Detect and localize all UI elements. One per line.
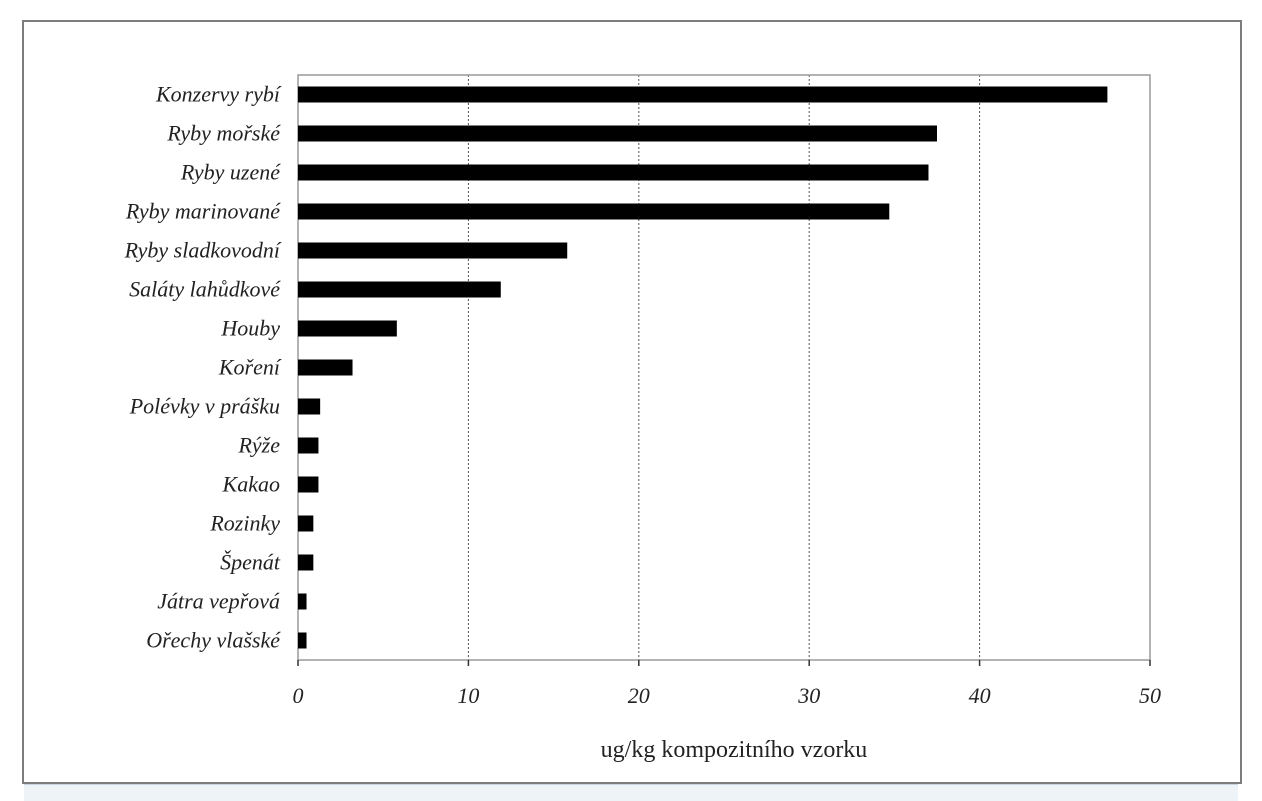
category-label-8: Polévky v prášku — [129, 394, 280, 419]
x-tick-label-10: 10 — [457, 683, 479, 708]
bar-4 — [298, 242, 568, 259]
category-label-1: Ryby mořské — [166, 121, 281, 146]
category-label-13: Játra vepřová — [157, 589, 280, 614]
chart-frame — [22, 20, 1242, 784]
bar-12 — [298, 554, 314, 571]
category-label-3: Ryby marinované — [125, 199, 281, 224]
plot-area — [297, 74, 1151, 661]
x-tick-label-50: 50 — [1139, 683, 1161, 708]
bar-8 — [298, 398, 321, 415]
category-label-5: Saláty lahůdkové — [129, 277, 281, 302]
category-label-0: Konzervy rybí — [155, 82, 282, 107]
category-label-11: Rozinky — [209, 511, 280, 536]
bar-13 — [298, 593, 307, 610]
bar-14 — [298, 632, 307, 649]
bar-11 — [298, 515, 314, 532]
bar-0 — [298, 86, 1108, 103]
bar-6 — [298, 320, 397, 337]
bottom-strip — [24, 784, 1238, 801]
x-tick-label-30: 30 — [797, 683, 820, 708]
x-axis-title: ug/kg kompozitního vzorku — [601, 737, 868, 763]
x-tick-label-20: 20 — [628, 683, 650, 708]
bar-2 — [298, 164, 929, 181]
bar-10 — [298, 476, 319, 493]
category-label-9: Rýže — [237, 433, 280, 458]
bar-3 — [298, 203, 890, 220]
bar-1 — [298, 125, 937, 142]
bars — [298, 86, 1108, 649]
category-labels: Konzervy rybí Ryby mořské Ryby uzené Ryby m… — [124, 82, 282, 653]
category-label-4: Ryby sladkovodní — [124, 238, 282, 263]
category-label-6: Houby — [220, 316, 280, 341]
category-label-2: Ryby uzené — [180, 160, 281, 185]
category-label-14: Ořechy vlašské — [146, 628, 281, 653]
category-label-10: Kakao — [222, 472, 280, 497]
bar-5 — [298, 281, 501, 298]
category-label-12: Špenát — [220, 550, 281, 575]
bar-9 — [298, 437, 319, 454]
x-tick-label-0: 0 — [293, 683, 304, 708]
x-tick-labels: 0 10 20 30 40 50 — [293, 660, 1161, 708]
x-tick-label-40: 40 — [969, 683, 991, 708]
category-label-7: Koření — [218, 355, 282, 380]
grid-lines — [467, 75, 981, 660]
bar-7 — [298, 359, 353, 376]
